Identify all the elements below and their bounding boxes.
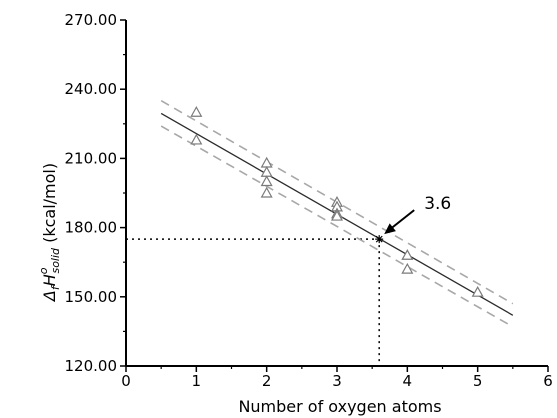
x-tick-label: 5 — [473, 372, 483, 390]
y-tick-label: 210.00 — [65, 149, 118, 167]
y-axis-title-sup-o: o — [37, 267, 50, 274]
data-point-triangle — [190, 133, 203, 145]
data-point-triangle — [260, 186, 273, 198]
data-point-triangle — [401, 249, 414, 260]
annotation-arrow-head — [384, 223, 396, 235]
tick-marks — [120, 19, 549, 372]
y-axis-title-sub-solid: solid — [49, 247, 62, 274]
data-point-triangle — [260, 156, 273, 168]
data-points — [190, 106, 484, 297]
x-axis-title: Number of oxygen atoms — [238, 397, 441, 416]
highlight-star-stroke — [375, 235, 383, 243]
highlight-group — [375, 235, 384, 244]
y-axis-title-h: H — [40, 274, 59, 286]
y-tick-label: 180.00 — [65, 219, 118, 237]
y-axis-title-unit: (kcal/mol) — [40, 163, 59, 248]
x-tick-label: 6 — [543, 372, 553, 390]
x-tick-label: 3 — [332, 372, 342, 390]
y-tick-label: 120.00 — [65, 357, 118, 375]
y-tick-label: 270.00 — [65, 11, 118, 29]
y-axis-title: ΔfHosolid (kcal/mol) — [37, 163, 62, 303]
y-axis-title-sub-f: f — [49, 284, 62, 290]
tick-labels: 0 1 2 3 4 5 6 120.00 150.00 180.00 210.00 240.00 270… — [65, 11, 553, 390]
y-tick-label: 150.00 — [65, 288, 118, 306]
confidence-band-lower — [160, 125, 514, 328]
x-tick-label: 1 — [192, 372, 202, 390]
y-tick-label: 240.00 — [65, 80, 118, 98]
annotation-label: 3.6 — [424, 194, 451, 214]
x-tick-label: 4 — [403, 372, 413, 390]
annotation-group: 3.6 — [384, 194, 451, 235]
data-point-triangle — [260, 175, 273, 187]
x-tick-label: 0 — [121, 372, 131, 390]
data-point-triangle — [190, 106, 203, 117]
y-axis-title-delta: Δ — [40, 290, 59, 303]
data-point-triangle — [401, 262, 414, 274]
axes — [125, 20, 548, 367]
reference-lines — [126, 238, 380, 366]
data-point-triangle — [471, 285, 484, 297]
annotation-arrow-shaft — [389, 209, 415, 230]
data-point-triangle — [330, 209, 344, 221]
x-tick-label: 2 — [262, 372, 272, 390]
